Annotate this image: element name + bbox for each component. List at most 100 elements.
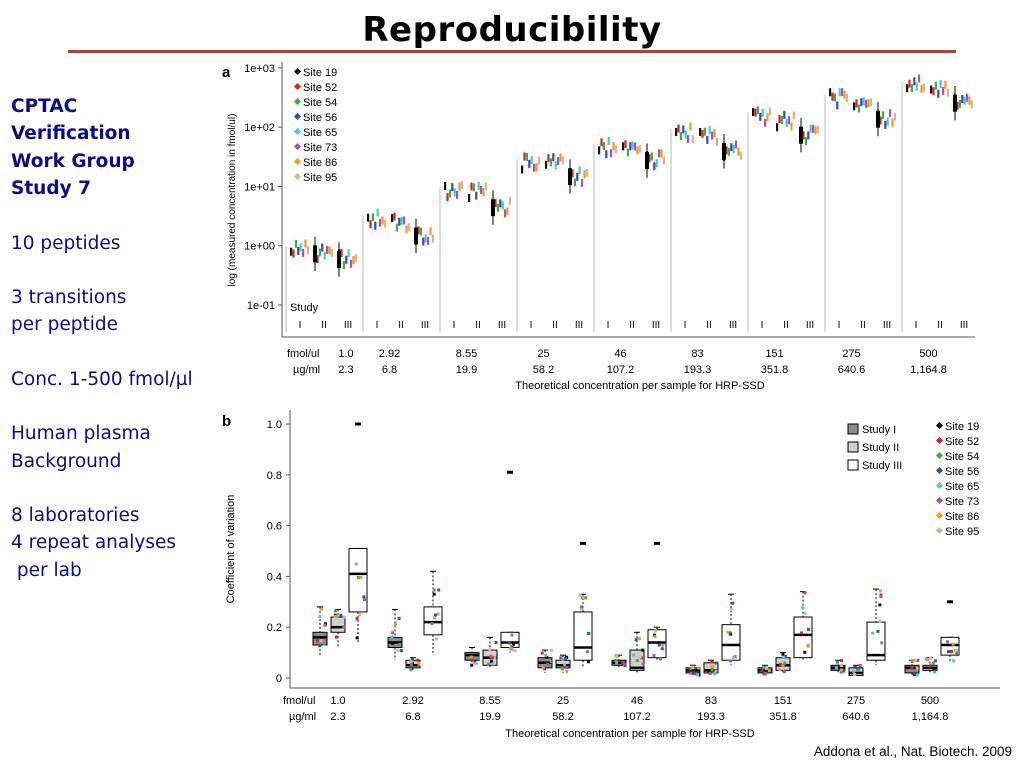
site-point	[326, 245, 329, 254]
site-point	[768, 107, 771, 116]
site-point	[482, 187, 485, 196]
site-point	[510, 648, 514, 652]
panel-a-study-tick: I	[299, 320, 302, 331]
panel-a-study-tick: II	[783, 320, 789, 331]
site-point	[869, 98, 872, 107]
site-point	[880, 641, 884, 645]
site-point	[862, 97, 865, 106]
site-point	[475, 662, 479, 666]
site-point	[561, 667, 565, 671]
site-point	[523, 152, 526, 161]
site-point	[878, 589, 882, 593]
site-point	[876, 629, 880, 633]
site-point	[653, 162, 656, 171]
panel-b-x-tick-label-ugml: 2.3	[330, 711, 345, 723]
site-point	[342, 260, 345, 269]
site-point	[328, 246, 331, 255]
site-point	[785, 118, 788, 127]
site-point	[451, 183, 454, 192]
site-point	[410, 658, 414, 662]
panel-b-letter: b	[222, 413, 231, 430]
site-point	[557, 157, 560, 166]
site-point	[407, 223, 410, 232]
site-point	[910, 659, 914, 663]
site-point	[933, 659, 937, 663]
site-point	[409, 663, 413, 667]
site-point	[561, 657, 565, 661]
site-point	[729, 659, 733, 663]
site-point	[906, 84, 909, 93]
site-point	[682, 125, 685, 134]
site-point	[334, 635, 338, 639]
site-point	[544, 653, 548, 657]
site-point	[634, 638, 638, 642]
panel-a-y-tick-label: 1e+03	[244, 63, 275, 75]
site-point	[801, 606, 805, 610]
site-legend-marker	[935, 511, 944, 520]
site-legend-label: Site 65	[303, 127, 337, 139]
panel-a-study-tick: III	[575, 320, 583, 331]
site-point	[831, 92, 834, 101]
site-point	[323, 251, 326, 260]
site-point	[761, 109, 764, 118]
study-label: Study	[290, 302, 319, 314]
site-point	[355, 617, 359, 621]
site-point	[836, 101, 839, 110]
site-point	[552, 153, 555, 162]
site-point	[470, 182, 473, 191]
site-point	[735, 140, 738, 149]
site-point	[762, 672, 766, 676]
site-legend-marker	[935, 451, 944, 460]
site-point	[838, 88, 841, 97]
site-legend-label: Site 56	[303, 112, 337, 124]
site-point	[333, 614, 337, 618]
site-point	[804, 137, 807, 146]
site-point	[476, 656, 480, 660]
study-detail-line: 10 peptides	[11, 232, 121, 254]
site-point	[928, 656, 932, 660]
site-point	[853, 102, 856, 111]
panel-b-x-tick-label: 25	[557, 695, 569, 707]
site-point	[731, 601, 735, 605]
site-point	[576, 172, 579, 181]
site-point	[782, 670, 786, 674]
site-point	[867, 99, 870, 108]
site-point	[290, 247, 293, 256]
site-point	[316, 255, 319, 264]
site-point	[390, 635, 394, 639]
study-legend-label: Study II	[862, 442, 899, 454]
site-point	[333, 609, 337, 613]
site-point	[945, 640, 949, 644]
site-point	[650, 152, 653, 161]
site-point	[658, 149, 661, 158]
panel-a-ugml-label: µg/ml	[293, 364, 320, 376]
site-point	[858, 663, 862, 667]
site-point	[369, 220, 372, 229]
site-point	[776, 123, 779, 132]
site-point	[954, 651, 958, 655]
panel-b-x-tick-label: 500	[921, 695, 939, 707]
study-box	[866, 621, 886, 661]
site-point	[488, 648, 492, 652]
site-point	[706, 135, 709, 144]
site-point	[723, 152, 726, 161]
site-point	[600, 138, 603, 147]
site-point	[910, 84, 913, 93]
site-point	[330, 248, 333, 257]
panel-a-box	[414, 227, 418, 245]
site-legend-marker	[293, 142, 302, 151]
site-point	[764, 118, 767, 127]
panel-a-study-tick: III	[421, 320, 429, 331]
site-point	[807, 643, 811, 647]
site-point	[511, 642, 515, 646]
site-point	[446, 193, 449, 202]
panel-b-y-tick-label: 1.0	[267, 419, 282, 431]
panel-a-study-tick: III	[960, 320, 968, 331]
site-point	[963, 96, 966, 105]
site-point	[737, 147, 740, 156]
site-point	[836, 666, 840, 670]
site-point	[952, 659, 956, 663]
site-point	[947, 650, 951, 654]
site-point	[879, 595, 883, 599]
site-point	[694, 672, 698, 676]
